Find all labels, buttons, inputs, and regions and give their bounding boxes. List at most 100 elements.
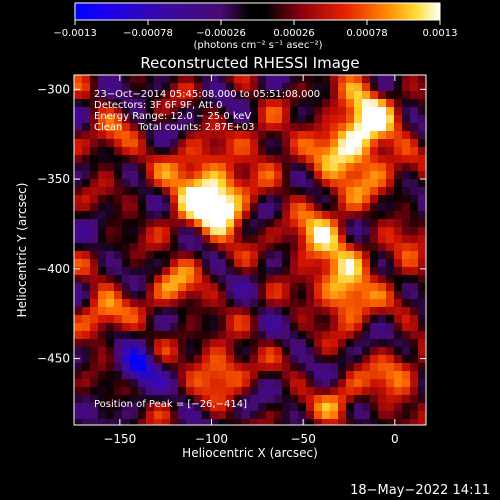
- heatmap-cell: [290, 155, 298, 163]
- heatmap-cell: [90, 219, 98, 227]
- heatmap-cell: [242, 395, 250, 403]
- heatmap-cell: [82, 291, 90, 299]
- heatmap-cell: [362, 99, 370, 107]
- heatmap-cell: [170, 219, 178, 227]
- y-tick-label: −450: [37, 352, 70, 366]
- heatmap-cell: [338, 379, 346, 387]
- heatmap-cell: [202, 331, 210, 339]
- heatmap-cell: [138, 387, 146, 395]
- heatmap-cell: [378, 163, 386, 171]
- heatmap-cell: [266, 331, 274, 339]
- heatmap-cell: [386, 371, 394, 379]
- heatmap-cell: [210, 339, 218, 347]
- x-tick-label: −150: [103, 432, 136, 446]
- heatmap-cell: [122, 299, 130, 307]
- heatmap-cell: [322, 243, 330, 251]
- heatmap-cell: [178, 379, 186, 387]
- heatmap-cell: [346, 163, 354, 171]
- heatmap-cell: [370, 339, 378, 347]
- heatmap-cell: [74, 251, 82, 259]
- heatmap-cell: [290, 291, 298, 299]
- heatmap-cell: [394, 179, 402, 187]
- heatmap-cell: [410, 275, 418, 283]
- heatmap-cell: [162, 315, 170, 323]
- heatmap-cell: [266, 363, 274, 371]
- heatmap-cell: [178, 195, 186, 203]
- heatmap-cell: [378, 227, 386, 235]
- heatmap-cell: [138, 363, 146, 371]
- heatmap-cell: [178, 371, 186, 379]
- heatmap-cell: [418, 267, 426, 275]
- heatmap-cell: [378, 363, 386, 371]
- heatmap-cell: [90, 163, 98, 171]
- heatmap-cell: [242, 307, 250, 315]
- heatmap-cell: [418, 155, 426, 163]
- heatmap-cell: [90, 91, 98, 99]
- heatmap-cell: [106, 147, 114, 155]
- heatmap-cell: [402, 139, 410, 147]
- heatmap-cell: [290, 331, 298, 339]
- heatmap-cell: [258, 147, 266, 155]
- heatmap-cell: [402, 299, 410, 307]
- heatmap-cell: [298, 379, 306, 387]
- heatmap-cell: [146, 419, 154, 425]
- heatmap-cell: [346, 267, 354, 275]
- heatmap-cell: [378, 323, 386, 331]
- heatmap-cell: [338, 187, 346, 195]
- heatmap-cell: [290, 395, 298, 403]
- heatmap-cell: [178, 75, 186, 83]
- heatmap-cell: [194, 355, 202, 363]
- heatmap-cell: [250, 235, 258, 243]
- heatmap-cell: [178, 163, 186, 171]
- heatmap-cell: [258, 291, 266, 299]
- heatmap-cell: [226, 411, 234, 419]
- heatmap-cell: [338, 315, 346, 323]
- heatmap-cell: [258, 91, 266, 99]
- heatmap-cell: [282, 203, 290, 211]
- heatmap-cell: [290, 99, 298, 107]
- heatmap-cell: [74, 227, 82, 235]
- heatmap-cell: [226, 227, 234, 235]
- heatmap-cell: [146, 91, 154, 99]
- heatmap-cell: [98, 307, 106, 315]
- heatmap-cell: [106, 235, 114, 243]
- heatmap-cell: [410, 339, 418, 347]
- heatmap-cell: [330, 83, 338, 91]
- heatmap-cell: [386, 307, 394, 315]
- heatmap-cell: [106, 123, 114, 131]
- heatmap-cell: [314, 395, 322, 403]
- heatmap-cell: [346, 419, 354, 425]
- heatmap-cell: [194, 331, 202, 339]
- heatmap-cell: [162, 355, 170, 363]
- heatmap-cell: [114, 211, 122, 219]
- heatmap-cell: [154, 139, 162, 147]
- heatmap-cell: [346, 147, 354, 155]
- heatmap-cell: [402, 147, 410, 155]
- heatmap-cell: [282, 315, 290, 323]
- heatmap-cell: [418, 195, 426, 203]
- heatmap-cell: [138, 275, 146, 283]
- heatmap-cell: [98, 339, 106, 347]
- heatmap-cell: [290, 203, 298, 211]
- heatmap-cell: [418, 123, 426, 131]
- y-tick-label: −300: [37, 82, 70, 96]
- heatmap-cell: [146, 411, 154, 419]
- heatmap-cell: [402, 403, 410, 411]
- heatmap-cell: [74, 147, 82, 155]
- heatmap-cell: [178, 219, 186, 227]
- heatmap-cell: [90, 355, 98, 363]
- heatmap-cell: [162, 235, 170, 243]
- heatmap-cell: [274, 91, 282, 99]
- heatmap-cell: [266, 251, 274, 259]
- heatmap-cell: [386, 291, 394, 299]
- heatmap-cell: [202, 355, 210, 363]
- heatmap-cell: [330, 99, 338, 107]
- heatmap-cell: [338, 339, 346, 347]
- heatmap-cell: [346, 363, 354, 371]
- heatmap-cell: [226, 339, 234, 347]
- heatmap-cell: [218, 315, 226, 323]
- heatmap-cell: [122, 203, 130, 211]
- heatmap-cell: [282, 211, 290, 219]
- heatmap-cell: [154, 243, 162, 251]
- heatmap-cell: [314, 307, 322, 315]
